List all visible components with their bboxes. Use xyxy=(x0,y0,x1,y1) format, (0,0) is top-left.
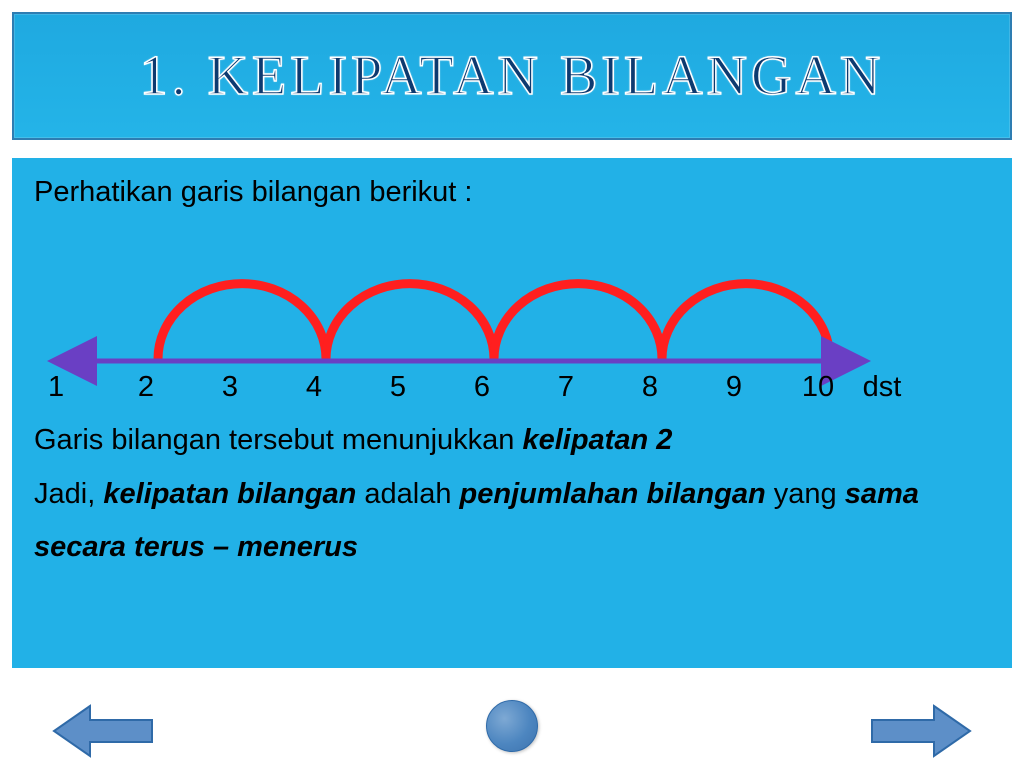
header-panel: 1. KELIPATAN BILANGAN xyxy=(12,12,1012,140)
arrow-right-icon xyxy=(866,700,976,762)
num-8: 8 xyxy=(608,371,692,404)
arc-3 xyxy=(494,284,662,359)
para2-b: kelipatan bilangan xyxy=(103,478,356,510)
num-suffix: dst xyxy=(840,371,924,404)
arc-2 xyxy=(326,284,494,359)
num-3: 3 xyxy=(188,371,272,404)
prev-button[interactable] xyxy=(48,700,158,762)
para2-d: penjumlahan bilangan xyxy=(460,478,766,510)
content-panel: Perhatikan garis bilangan berikut : 1 2 … xyxy=(12,158,1012,668)
num-5: 5 xyxy=(356,371,440,404)
para2-c: adalah xyxy=(356,478,459,510)
explanation-text: Garis bilangan tersebut menunjukkan keli… xyxy=(34,414,990,575)
num-4: 4 xyxy=(272,371,356,404)
num-7: 7 xyxy=(524,371,608,404)
num-1: 1 xyxy=(34,371,104,404)
para-1: Garis bilangan tersebut menunjukkan keli… xyxy=(34,414,990,468)
arrow-left-icon xyxy=(48,700,158,762)
home-button[interactable] xyxy=(486,700,538,752)
para1-a: Garis bilangan tersebut menunjukkan xyxy=(34,424,522,456)
arc-1 xyxy=(158,284,326,359)
para1-b: kelipatan 2 xyxy=(522,424,672,456)
num-2: 2 xyxy=(104,371,188,404)
number-line-diagram: 1 2 3 4 5 6 7 8 9 10 dst xyxy=(34,229,990,414)
intro-text: Perhatikan garis bilangan berikut : xyxy=(34,176,990,209)
next-button[interactable] xyxy=(866,700,976,762)
nav-bar xyxy=(0,690,1024,770)
page-title: 1. KELIPATAN BILANGAN xyxy=(140,44,885,108)
para2-e: yang xyxy=(766,478,845,510)
num-6: 6 xyxy=(440,371,524,404)
para2-a: Jadi, xyxy=(34,478,103,510)
arc-4 xyxy=(662,284,830,359)
para-2: Jadi, kelipatan bilangan adalah penjumla… xyxy=(34,468,990,575)
number-labels: 1 2 3 4 5 6 7 8 9 10 dst xyxy=(34,371,990,404)
num-9: 9 xyxy=(692,371,776,404)
